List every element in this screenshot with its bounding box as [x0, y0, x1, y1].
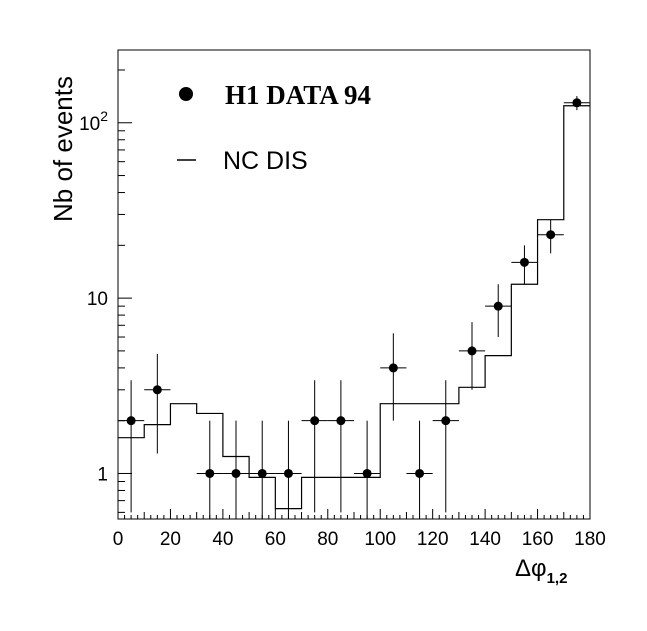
y-tick-label-exponent: 2	[100, 108, 108, 124]
data-marker	[283, 468, 293, 478]
data-point	[144, 354, 171, 454]
x-tick-label: 120	[417, 529, 449, 550]
y-axis-label: Nb of events	[48, 76, 78, 222]
data-marker	[152, 385, 162, 395]
data-point	[563, 96, 590, 111]
data-point	[301, 380, 328, 513]
x-axis-label-subscript: 1,2	[547, 570, 568, 587]
x-tick-label: 60	[265, 529, 286, 550]
data-point	[458, 322, 486, 390]
legend-data-label: H1 DATA 94	[225, 80, 371, 110]
data-point	[406, 420, 433, 519]
data-marker	[546, 230, 556, 240]
data-marker	[336, 416, 346, 426]
data-point	[380, 333, 407, 421]
x-tick-label: 160	[522, 529, 554, 550]
y-tick-label: 1	[97, 464, 108, 485]
data-marker	[519, 257, 529, 267]
data-marker	[231, 468, 241, 478]
data-marker	[310, 416, 320, 426]
y-tick-label-base: 1	[97, 464, 108, 485]
y-tick-label: 102	[79, 108, 108, 135]
data-point	[118, 380, 145, 513]
data-point	[275, 420, 302, 519]
nc-dis-histogram	[118, 105, 590, 510]
data-point	[537, 219, 564, 254]
data-point	[432, 380, 459, 513]
data-point	[485, 284, 512, 338]
data-marker	[572, 98, 582, 108]
data-marker	[388, 363, 398, 373]
legend-data-marker	[179, 87, 193, 101]
x-tick-label: 100	[364, 529, 396, 550]
data-marker	[467, 346, 477, 356]
data-point	[354, 420, 381, 519]
data-point	[327, 380, 354, 513]
x-tick-label: 80	[317, 529, 338, 550]
data-point	[222, 420, 250, 519]
data-point	[249, 420, 276, 519]
y-tick-label-base: 10	[79, 114, 100, 135]
h1-data-points	[118, 96, 590, 519]
y-tick-label-base: 10	[87, 289, 108, 310]
data-marker	[126, 416, 136, 426]
x-axis-label: Δφ1,2	[515, 555, 567, 587]
x-tick-label: 40	[212, 529, 233, 550]
data-point	[511, 245, 538, 285]
x-tick-label: 180	[574, 529, 606, 550]
x-axis-ticks: 0 20 40 60 80 100 120 140 160 180	[113, 509, 606, 550]
data-marker	[205, 468, 215, 478]
legend-mc-label: NC DIS	[223, 147, 308, 175]
x-tick-label: 0	[113, 529, 124, 550]
data-point	[196, 420, 223, 519]
legend: H1 DATA 94 NC DIS	[177, 80, 371, 175]
x-tick-label: 140	[469, 529, 501, 550]
data-marker	[415, 468, 425, 478]
x-axis-label-main: Δφ	[515, 555, 547, 582]
data-marker	[441, 416, 451, 426]
nc-dis-step-line	[118, 105, 590, 510]
x-tick-label: 20	[160, 529, 181, 550]
y-tick-label: 10	[87, 289, 108, 310]
data-marker	[257, 468, 267, 478]
data-marker	[362, 468, 372, 478]
data-marker	[493, 301, 503, 311]
